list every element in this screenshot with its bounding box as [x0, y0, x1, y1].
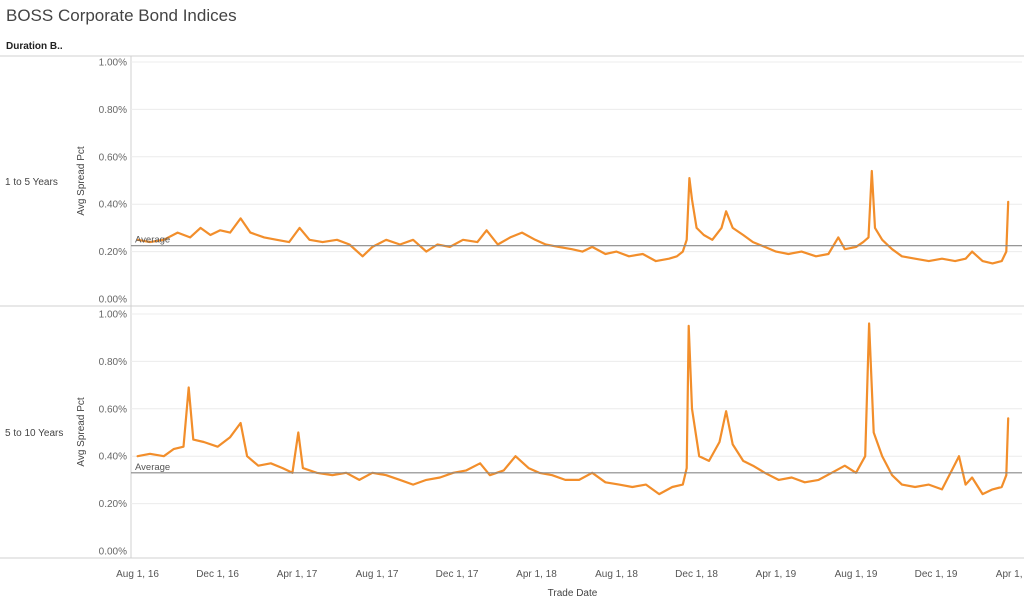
- x-tick-label: Dec 1, 17: [436, 569, 479, 580]
- y-tick-label: 0.00%: [99, 547, 127, 558]
- y-tick-label: 0.60%: [99, 152, 127, 163]
- x-tick-label: Dec 1, 19: [915, 569, 958, 580]
- y-tick-label: 0.40%: [99, 200, 127, 211]
- page-title: BOSS Corporate Bond Indices: [6, 6, 237, 25]
- y-tick-label: 0.00%: [99, 295, 127, 306]
- y-tick-label: 1.00%: [99, 58, 127, 69]
- y-tick-label: 0.60%: [99, 404, 127, 415]
- x-axis-title: Trade Date: [548, 588, 598, 599]
- x-tick-label: Dec 1, 16: [196, 569, 239, 580]
- y-axis-title: Avg Spread Pct: [76, 397, 87, 467]
- y-tick-label: 0.40%: [99, 452, 127, 463]
- x-tick-label: Dec 1, 18: [675, 569, 718, 580]
- x-tick-label: Apr 1, 19: [756, 569, 797, 580]
- x-tick-label: Apr 1, 18: [516, 569, 557, 580]
- y-axis-title: Avg Spread Pct: [76, 146, 87, 216]
- x-tick-label: Aug 1, 18: [595, 569, 638, 580]
- y-tick-label: 0.80%: [99, 357, 127, 368]
- average-label: Average: [135, 462, 170, 473]
- series-line: [136, 322, 1010, 496]
- x-tick-label: Aug 1, 16: [116, 569, 159, 580]
- series-line: [136, 169, 1010, 265]
- x-tick-label: Aug 1, 19: [835, 569, 878, 580]
- y-tick-label: 0.80%: [99, 105, 127, 116]
- x-tick-label: Apr 1, 20: [996, 569, 1024, 580]
- y-tick-label: 1.00%: [99, 310, 127, 321]
- x-tick-label: Aug 1, 17: [356, 569, 399, 580]
- row-label: 5 to 10 Years: [5, 428, 63, 439]
- average-label: Average: [135, 235, 170, 246]
- y-tick-label: 0.20%: [99, 247, 127, 258]
- row-label: 1 to 5 Years: [5, 177, 58, 188]
- y-tick-label: 0.20%: [99, 499, 127, 510]
- x-tick-label: Apr 1, 17: [277, 569, 318, 580]
- row-header-label: Duration B..: [6, 41, 63, 52]
